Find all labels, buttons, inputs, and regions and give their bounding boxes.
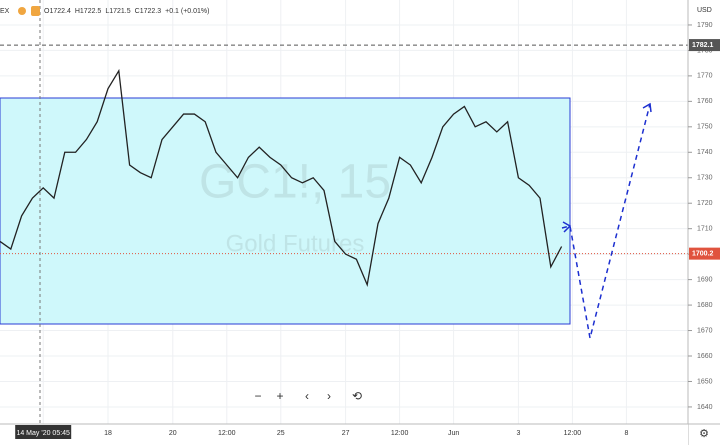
zoom-in[interactable]: + (276, 389, 283, 403)
x-tick-label: 14 May '20 05:45 (16, 430, 70, 437)
arrow-head (562, 221, 572, 233)
price-axis (688, 0, 720, 445)
arrow-head (642, 102, 652, 113)
watermark-symbol: GC1!, 15 (199, 156, 391, 209)
x-tick-label: 12:00 (391, 430, 409, 437)
price-label-bg (689, 39, 720, 52)
x-tick-label: 12:00 (218, 430, 236, 437)
legend-item: L1721.5 (105, 8, 130, 15)
legend-item: +0.1 (+0.01%) (165, 8, 209, 15)
zoom-toolbar: − + ‹ › ⟲ (254, 389, 362, 403)
legend-item: H1722.5 (75, 8, 102, 15)
legend-bar: EX O1722.4 H1722.5 L1721.5 C1722.3 +0.1 (+0.0… (0, 6, 209, 16)
legend-item: EX (0, 8, 10, 15)
x-tick-label: 25 (277, 430, 285, 437)
legend-item: C1722.3 (135, 8, 162, 15)
y-tick-label: 1710 (697, 226, 713, 233)
y-tick-label: 1760 (697, 98, 713, 105)
x-tick-label: 20 (169, 430, 177, 437)
y-tick-label: 1720 (697, 200, 713, 207)
y-tick-label: 1640 (697, 404, 713, 411)
legend-item: O1722.4 (44, 8, 71, 15)
y-tick-label: 1650 (697, 378, 713, 385)
settings[interactable]: ⚙ (699, 428, 709, 440)
price-label: 1700.2 (692, 250, 714, 257)
price-label-bg (689, 247, 720, 260)
rectangle-drawing[interactable] (0, 97, 571, 325)
x-tick-label: 12:00 (564, 430, 582, 437)
market-icon (31, 6, 40, 16)
y-tick-label: 1740 (697, 149, 713, 156)
y-tick-label: 1770 (697, 73, 713, 80)
y-tick-label: 1680 (697, 302, 713, 309)
x-tick-label: 27 (342, 430, 350, 437)
axes: 1640165016601670168016901700171017201730… (15, 22, 720, 439)
x-tick-label: 8 (624, 430, 628, 437)
status-dot (18, 7, 26, 15)
scroll-right[interactable]: › (327, 389, 331, 403)
time-axis (0, 424, 688, 445)
price-line-series (0, 68, 563, 287)
price-label: 1782.1 (692, 42, 714, 49)
forecast-path[interactable] (561, 103, 651, 339)
y-tick-label: 1660 (697, 353, 713, 360)
x-tick-label: Jun (448, 430, 459, 437)
plot (0, 44, 688, 287)
scroll-left[interactable]: ‹ (305, 389, 309, 403)
reset[interactable]: ⟲ (352, 389, 362, 403)
y-tick-label: 1670 (697, 327, 713, 334)
y-tick-label: 1750 (697, 124, 713, 131)
x-tick-label: 3 (516, 430, 520, 437)
y-tick-label: 1790 (697, 22, 713, 29)
y-tick-label: 1730 (697, 175, 713, 182)
y-tick-label: 1690 (697, 276, 713, 283)
crosshair-label-bg (15, 425, 72, 439)
zoom-out[interactable]: − (254, 389, 261, 403)
currency: USD (697, 7, 712, 14)
watermark-name: Gold Futures (226, 230, 365, 257)
x-tick-label: 18 (104, 430, 112, 437)
